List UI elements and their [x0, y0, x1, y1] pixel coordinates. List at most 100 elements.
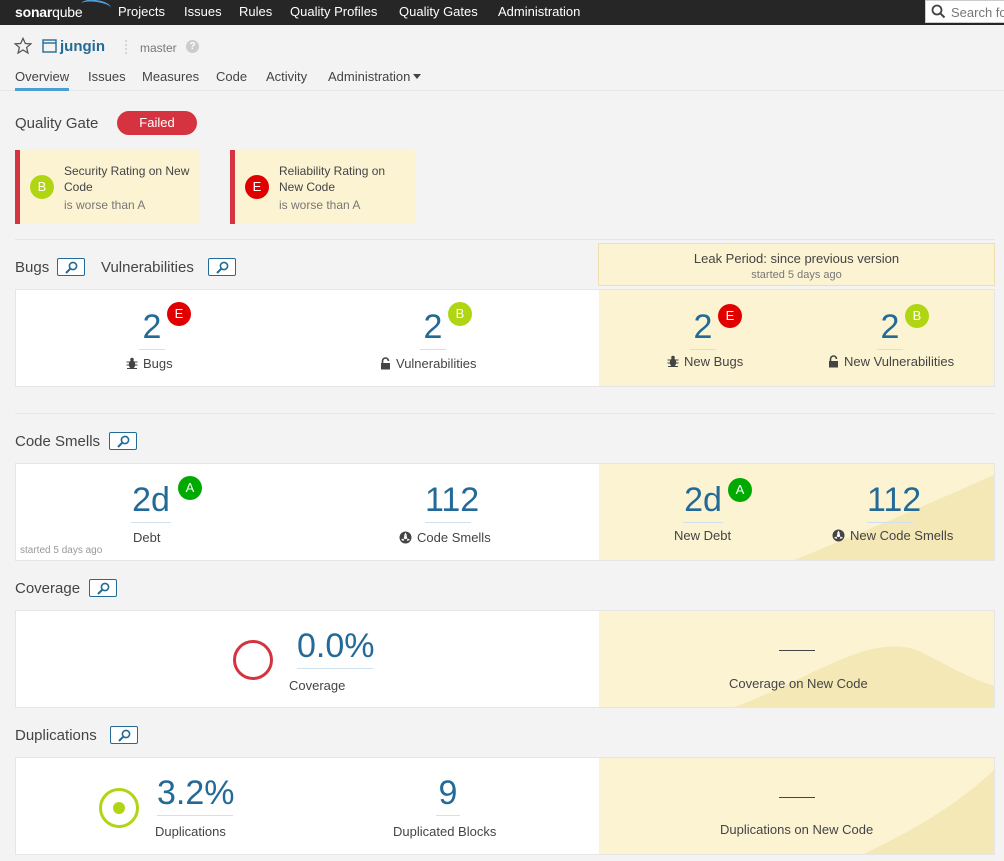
coverage-label: Coverage: [289, 678, 346, 693]
nav-issues[interactable]: Issues: [184, 4, 222, 19]
new-code-smells-value[interactable]: 112: [867, 481, 921, 523]
tab-measures[interactable]: Measures: [142, 69, 200, 84]
debt-value[interactable]: 2d: [131, 481, 171, 523]
tab-issues[interactable]: Issues: [88, 69, 126, 84]
code-smell-icon: [399, 531, 412, 544]
nav-quality-profiles[interactable]: Quality Profiles: [290, 4, 378, 19]
leak-background-shape: [793, 474, 994, 560]
debt-rating[interactable]: A: [178, 476, 202, 500]
nav-rules[interactable]: Rules: [239, 4, 273, 19]
new-debt-label: New Debt: [674, 528, 732, 543]
vulnerabilities-link-button[interactable]: [208, 258, 236, 276]
condition-detail: is worse than A: [64, 198, 146, 212]
code-smells-label: Code Smells: [399, 530, 491, 545]
new-coverage-label: Coverage on New Code: [729, 676, 868, 691]
quality-gate-status-badge: Failed: [117, 111, 197, 135]
new-bugs-label: New Bugs: [667, 354, 743, 369]
started-note: started 5 days ago: [20, 545, 103, 556]
duplications-bubble-icon[interactable]: [98, 787, 140, 829]
coverage-link-button[interactable]: [89, 579, 117, 597]
coverage-card: 0.0% Coverage Coverage on New Code: [15, 610, 995, 708]
code-smells-section-title: Code Smells: [15, 433, 101, 450]
link-icon: [118, 729, 131, 742]
tab-activity[interactable]: Activity: [266, 69, 308, 84]
new-vulnerabilities-rating[interactable]: B: [905, 304, 929, 328]
nav-quality-gates[interactable]: Quality Gates: [399, 4, 478, 19]
code-smells-link-button[interactable]: [109, 432, 137, 450]
search-placeholder: Search fo: [951, 5, 1004, 20]
duplicated-blocks-label: Duplicated Blocks: [393, 824, 497, 839]
favorite-star-icon[interactable]: [14, 37, 32, 55]
coverage-donut-icon[interactable]: [232, 639, 274, 681]
leak-period-started: started 5 days ago: [751, 269, 842, 281]
nav-projects[interactable]: Projects: [118, 4, 165, 19]
project-name[interactable]: jungin: [60, 38, 105, 55]
new-duplications-empty-indicator: [779, 797, 815, 798]
tab-administration-label: Administration: [328, 69, 411, 84]
top-navbar: sonarqube Projects Issues Rules Quality …: [0, 0, 1004, 25]
new-vulnerabilities-value[interactable]: 2: [877, 308, 903, 350]
condition-title: Security Rating on New Code: [64, 164, 190, 194]
new-debt-value[interactable]: 2d: [683, 481, 723, 523]
search-icon: [931, 4, 946, 19]
help-icon[interactable]: ?: [186, 40, 199, 53]
new-debt-rating[interactable]: A: [728, 478, 752, 502]
link-icon: [117, 435, 130, 448]
leak-period-panel: 2d A New Debt 112 New Code Smells: [599, 464, 994, 560]
duplications-card: 3.2% Duplications 9 Duplicated Blocks Du…: [15, 757, 995, 855]
nav-administration[interactable]: Administration: [498, 4, 581, 19]
lock-icon: [829, 355, 838, 368]
bugs-link-button[interactable]: [57, 258, 85, 276]
new-vulnerabilities-label: New Vulnerabilities: [828, 354, 954, 369]
sonarqube-logo[interactable]: sonarqube: [15, 0, 112, 25]
new-code-smells-label: New Code Smells: [832, 528, 953, 543]
branch-name: master: [140, 41, 177, 55]
qg-condition-security[interactable]: B Security Rating on New Code is worse th…: [15, 150, 200, 224]
code-smell-icon: [832, 529, 845, 542]
duplications-section-title: Duplications: [15, 727, 97, 744]
leak-period-panel: Coverage on New Code: [599, 611, 994, 707]
leak-background-shape: [734, 646, 994, 707]
bugs-rating[interactable]: E: [167, 302, 191, 326]
link-icon: [97, 582, 110, 595]
project-header: jungin master ? Overview Issues Measures…: [0, 25, 1004, 91]
duplications-label: Duplications: [155, 824, 226, 839]
new-bugs-rating[interactable]: E: [718, 304, 742, 328]
leak-period-panel: 2 E New Bugs 2 B New Vulnerabilities: [599, 290, 994, 386]
chevron-down-icon: [413, 74, 422, 79]
link-icon: [216, 261, 229, 274]
qg-condition-reliability[interactable]: E Reliability Rating on New Code is worse…: [230, 150, 415, 224]
rating-badge: E: [245, 175, 269, 199]
quality-gate-title: Quality Gate: [15, 115, 99, 132]
condition-detail: is worse than A: [279, 198, 361, 212]
new-duplications-label: Duplications on New Code: [720, 822, 874, 837]
new-bugs-value[interactable]: 2: [690, 308, 716, 350]
duplicated-blocks-value[interactable]: 9: [436, 774, 460, 816]
bugs-value[interactable]: 2: [139, 308, 165, 350]
tab-code[interactable]: Code: [216, 69, 248, 84]
link-icon: [65, 261, 78, 274]
search-input[interactable]: Search fo: [925, 0, 1004, 23]
coverage-value[interactable]: 0.0%: [297, 627, 375, 669]
code-smells-value[interactable]: 112: [425, 481, 479, 523]
vulnerabilities-value[interactable]: 2: [420, 308, 446, 350]
vulnerabilities-rating[interactable]: B: [448, 302, 472, 326]
bug-icon: [126, 357, 138, 369]
bugs-section-title: Bugs: [15, 259, 50, 276]
debt-label: Debt: [133, 530, 161, 545]
divider: [15, 413, 995, 414]
bug-icon: [667, 355, 679, 367]
duplications-value[interactable]: 3.2%: [157, 774, 235, 816]
code-smells-card: 2d A Debt started 5 days ago 112 Code Sm…: [15, 463, 995, 561]
leak-period-title: Leak Period: since previous version: [693, 251, 900, 266]
new-coverage-empty-indicator: [779, 650, 815, 651]
duplications-link-button[interactable]: [110, 726, 138, 744]
vulnerabilities-label: Vulnerabilities: [380, 356, 476, 371]
leak-background-shape: [863, 769, 994, 854]
bugs-vulnerabilities-card: 2 E Bugs 2 B Vulnerabilities 2 E New Bug…: [15, 289, 995, 387]
vulnerabilities-section-title: Vulnerabilities: [101, 259, 194, 276]
tab-administration[interactable]: Administration: [328, 69, 422, 84]
bugs-label: Bugs: [126, 356, 173, 371]
tab-overview[interactable]: Overview: [15, 69, 70, 91]
project-icon: [42, 39, 57, 53]
